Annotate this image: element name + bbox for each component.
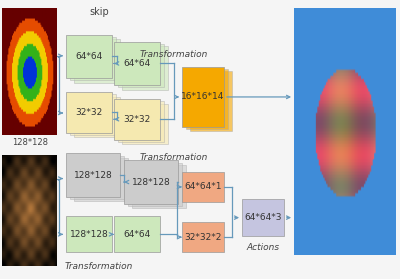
Bar — [122, 104, 168, 144]
Text: 32*32*2: 32*32*2 — [184, 233, 222, 242]
Text: Transformation: Transformation — [140, 50, 208, 59]
Bar — [66, 92, 112, 133]
Bar — [242, 199, 284, 236]
Bar — [182, 222, 224, 252]
Text: 128*128: 128*128 — [70, 230, 108, 239]
Bar — [124, 160, 178, 204]
Bar — [128, 163, 182, 206]
Bar — [66, 35, 112, 78]
Text: 64*64*1: 64*64*1 — [184, 182, 222, 191]
Text: 64*64: 64*64 — [75, 52, 103, 61]
Bar — [74, 97, 120, 137]
Bar — [186, 69, 228, 129]
Text: 64*64: 64*64 — [123, 59, 151, 68]
Text: 128*128: 128*128 — [12, 138, 48, 147]
Bar — [70, 37, 116, 80]
Bar — [182, 67, 224, 127]
Text: 16*16*14: 16*16*14 — [181, 92, 225, 102]
Text: 64*64*3: 64*64*3 — [244, 213, 282, 222]
Bar — [114, 99, 160, 140]
Text: 32*32: 32*32 — [123, 115, 151, 124]
Bar — [74, 39, 120, 83]
Bar — [190, 71, 232, 131]
Bar — [66, 216, 112, 252]
Bar — [132, 165, 186, 208]
Text: 128*128: 128*128 — [132, 177, 170, 187]
Bar — [70, 94, 116, 135]
Bar — [114, 216, 160, 252]
Bar — [118, 44, 164, 87]
Text: 128*128: 128*128 — [12, 202, 48, 211]
Bar — [66, 153, 120, 197]
Bar — [182, 172, 224, 202]
Text: Actions: Actions — [247, 243, 280, 252]
Text: Transformation: Transformation — [65, 262, 133, 271]
Bar — [122, 46, 168, 90]
Text: 32*32: 32*32 — [75, 108, 103, 117]
Bar — [70, 156, 124, 199]
Text: skip: skip — [89, 7, 109, 17]
Text: 64*64: 64*64 — [123, 230, 151, 239]
Bar — [74, 158, 128, 201]
Text: Transformation: Transformation — [140, 153, 208, 162]
Text: 128*128: 128*128 — [74, 170, 112, 180]
Bar — [118, 101, 164, 142]
Bar — [114, 42, 160, 85]
